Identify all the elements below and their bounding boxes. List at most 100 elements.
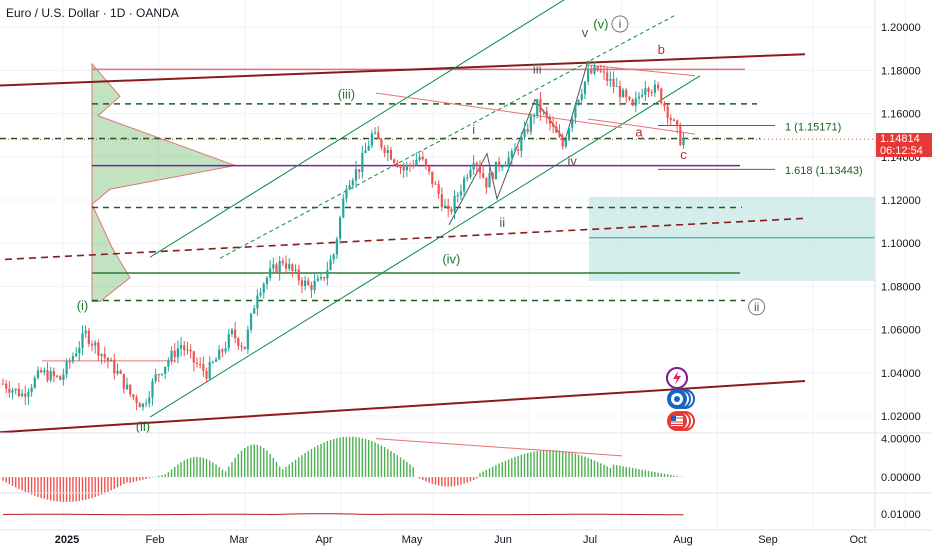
circled-wave-marker [748,298,766,316]
candle-body [370,133,373,146]
candle-body [412,165,415,167]
candle-body [205,370,208,379]
candle [628,96,631,102]
candle-body [1,383,5,385]
candle [676,119,679,134]
candle-body [36,370,40,378]
candle [157,373,160,383]
candle-body [129,384,132,395]
candle [43,367,46,376]
candle [33,375,36,390]
candle [164,366,167,380]
candle-body [552,123,555,127]
candle-body [510,150,513,158]
candle-body [329,259,332,271]
candle-body [211,361,214,363]
candle [256,289,259,316]
candle-body [224,348,227,352]
candle-body [240,345,243,347]
candle-body [319,277,323,279]
candle [304,275,307,291]
time-axis-tick: Jun [494,534,512,546]
candle-body [656,84,660,89]
wave-label: (ii) [136,419,150,434]
candle [234,321,237,344]
candle [599,64,602,74]
candle [205,367,208,383]
candle-body [682,138,685,146]
time-axis-tick: 2025 [55,534,79,546]
candle [615,77,618,88]
target-zone [589,196,875,281]
price-axis-tick: 1.02000 [881,411,921,423]
candle [625,87,628,103]
candle [221,347,224,358]
candle [466,173,469,182]
volume-profile [91,62,237,303]
candle [316,274,319,282]
candle [663,101,666,112]
candle-body [408,164,412,166]
candle [68,357,71,369]
candle [542,109,545,116]
candle [138,401,141,408]
candle-body [653,84,656,93]
candle-body [256,295,259,309]
candle-body [90,343,94,346]
candle-body [571,117,574,128]
candle [202,356,205,378]
candle-body [49,371,52,381]
candle-body [650,91,653,93]
candle-body [361,153,364,172]
candle [361,145,364,179]
candle-body [631,99,634,106]
calendar-icon[interactable] [666,388,695,410]
candle-body [577,99,580,105]
candle [5,379,8,394]
candle-body [364,150,367,154]
flag-icon[interactable] [666,410,695,432]
candle-body [52,371,55,376]
price-axis-tick: 1.16000 [881,109,921,121]
candle [520,132,523,158]
circled-wave-marker [611,15,629,33]
candle-body [17,388,20,397]
candle [176,340,179,364]
candle [97,339,100,361]
candle [345,184,348,203]
candle [342,194,345,219]
candle [1,378,5,385]
candle-body [587,70,590,82]
candle-body [138,403,141,408]
candle [593,61,596,76]
candle-body [421,156,424,160]
candle-body [405,164,408,171]
candle [237,336,240,350]
candle-body [100,354,103,356]
candle-body [666,106,669,118]
candle-body [561,136,564,147]
candle [46,362,49,383]
candle [510,148,513,166]
candle [488,167,491,188]
time-axis-tick: Feb [146,534,165,546]
candle-body [265,277,269,285]
candle-body [202,364,205,371]
candle-body [125,384,129,390]
candle [94,340,97,354]
candle [402,162,405,178]
candle [294,264,297,274]
candle-body [389,149,393,160]
candle-body [65,361,68,375]
candle-body [310,284,313,290]
candle-body [373,132,377,134]
candle [335,236,338,259]
candle-body [402,167,405,171]
candle [27,388,30,405]
wave-label: (iv) [442,252,460,267]
lightning-icon[interactable] [666,367,688,389]
candle-body [583,81,587,95]
candle [332,253,335,264]
candle-body [618,86,622,98]
candle [11,387,14,400]
